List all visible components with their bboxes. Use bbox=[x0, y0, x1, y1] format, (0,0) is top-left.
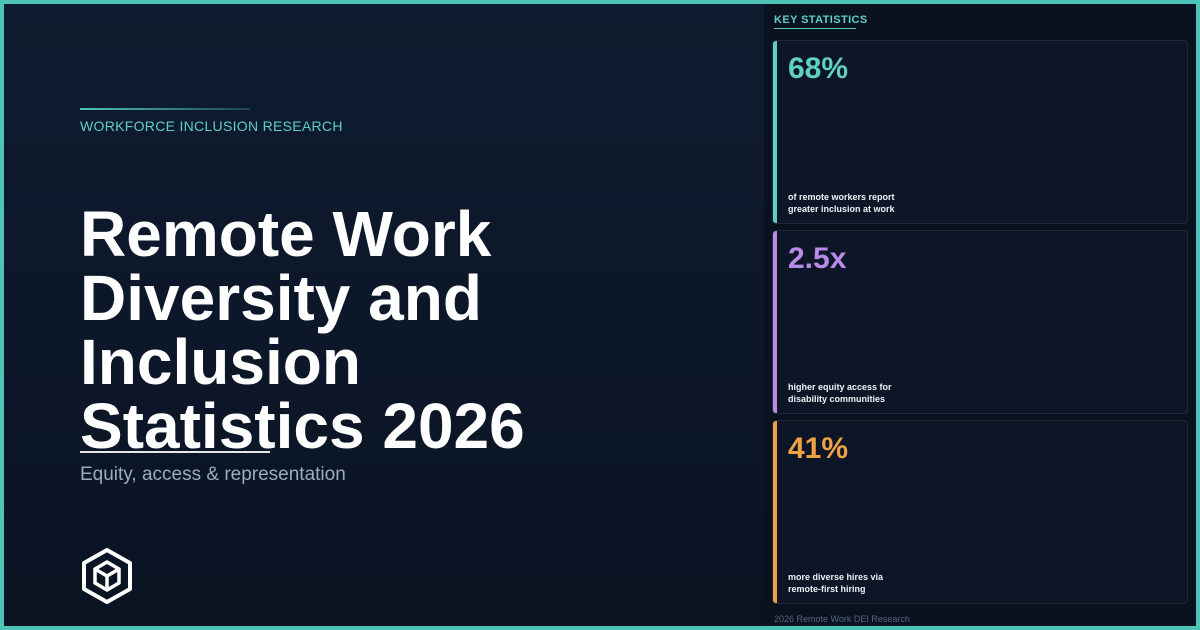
section-label: KEY STATISTICS bbox=[774, 14, 868, 26]
hero-panel: WORKFORCE INCLUSION RESEARCH Remote Work… bbox=[4, 4, 764, 626]
stat-card: 2.5x higher equity access for disability… bbox=[772, 230, 1188, 414]
stat-accent-bar bbox=[773, 231, 777, 413]
stat-card: 41% more diverse hires via remote-first … bbox=[772, 420, 1188, 604]
hexagon-cube-logo-icon bbox=[82, 548, 132, 604]
page-subtitle: Equity, access & representation bbox=[80, 464, 346, 485]
stat-value: 68% bbox=[788, 52, 849, 85]
stat-description-line: greater inclusion at work bbox=[788, 204, 895, 214]
stat-description-line: of remote workers report bbox=[788, 192, 895, 202]
stat-value: 2.5x bbox=[788, 242, 847, 275]
stat-description-line: more diverse hires via bbox=[788, 572, 884, 582]
stat-value: 41% bbox=[788, 432, 849, 465]
section-label-underline bbox=[774, 28, 856, 29]
title-line: Diversity and bbox=[80, 262, 482, 334]
stat-description: more diverse hires via remote-first hiri… bbox=[788, 571, 988, 595]
eyebrow-accent-line bbox=[80, 108, 250, 110]
stat-description: of remote workers report greater inclusi… bbox=[788, 191, 988, 215]
stat-description: higher equity access for disability comm… bbox=[788, 381, 988, 405]
footer-credit: 2026 Remote Work DEI Research bbox=[774, 614, 910, 624]
title-line: Statistics 2026 bbox=[80, 390, 525, 462]
stat-description-line: remote-first hiring bbox=[788, 584, 866, 594]
key-statistics-panel: KEY STATISTICS 68% of remote workers rep… bbox=[764, 4, 1196, 626]
stat-description-line: disability communities bbox=[788, 394, 886, 404]
stat-accent-bar bbox=[773, 41, 777, 223]
title-underline bbox=[80, 451, 270, 453]
stat-card: 68% of remote workers report greater inc… bbox=[772, 40, 1188, 224]
stat-description-line: higher equity access for bbox=[788, 382, 892, 392]
stat-accent-bar bbox=[773, 421, 777, 603]
title-line: Remote Work bbox=[80, 198, 492, 270]
eyebrow-label: WORKFORCE INCLUSION RESEARCH bbox=[80, 118, 343, 134]
page-title: Remote Work Diversity and Inclusion Stat… bbox=[80, 202, 760, 458]
title-line: Inclusion bbox=[80, 326, 361, 398]
